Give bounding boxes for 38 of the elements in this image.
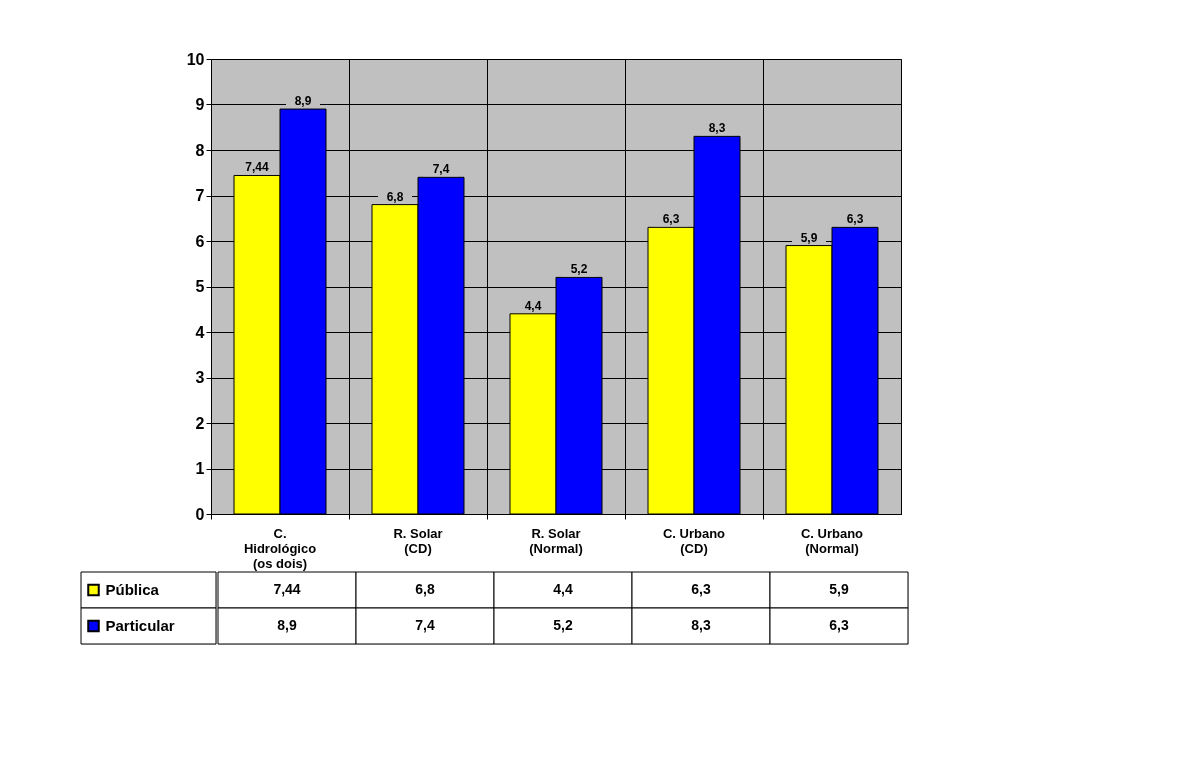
text: 4,4 xyxy=(524,298,542,313)
text: 8,9 xyxy=(294,94,312,109)
x-tick-label: R. Solar (Normal) xyxy=(529,525,583,556)
text: 8,3 xyxy=(708,121,726,136)
y-tick-label: 10 xyxy=(186,50,205,68)
data-label: 6,3 xyxy=(829,617,849,633)
data-label: 5,2 xyxy=(553,617,573,633)
data-label: 7,4 xyxy=(415,617,435,633)
y-tick-label: 9 xyxy=(195,96,205,113)
text: 6,8 xyxy=(386,189,404,204)
data-label: 8,9 xyxy=(277,617,297,633)
y-tick-label: 8 xyxy=(195,141,205,159)
data-label: 8,3 xyxy=(691,617,711,633)
text: 6,3 xyxy=(846,212,864,227)
x-tick-label: R. Solar (CD) xyxy=(393,525,443,556)
text: 5,9 xyxy=(800,230,818,245)
data-label: 6,8 xyxy=(415,581,435,597)
y-tick-label: 4 xyxy=(195,323,205,341)
data-label: 6,3 xyxy=(691,581,711,597)
x-tick-label: C. Urbano (CD) xyxy=(662,525,726,556)
y-tick-label: 7 xyxy=(195,187,205,204)
legend-label: Pública xyxy=(105,581,160,598)
text: 5,2 xyxy=(570,262,588,277)
legend-label: Particular xyxy=(105,617,175,634)
y-tick-label: 5 xyxy=(195,278,205,295)
y-tick-label: 3 xyxy=(195,369,205,386)
text: 7,44 xyxy=(245,160,269,175)
y-tick-label: 2 xyxy=(195,414,205,432)
text: 7,4 xyxy=(432,162,450,177)
data-label: 4,4 xyxy=(553,581,573,597)
y-tick-label: 6 xyxy=(195,232,205,250)
y-tick-label: 1 xyxy=(195,460,205,477)
x-tick-label: C. Urbano (Normal) xyxy=(800,525,864,556)
x-tick-label: C. Hidrológico (os dois) xyxy=(243,525,317,571)
y-tick-label: 0 xyxy=(195,505,205,523)
data-label: 5,9 xyxy=(829,581,849,597)
data-label: 7,44 xyxy=(273,581,301,597)
text: 6,3 xyxy=(662,212,680,227)
